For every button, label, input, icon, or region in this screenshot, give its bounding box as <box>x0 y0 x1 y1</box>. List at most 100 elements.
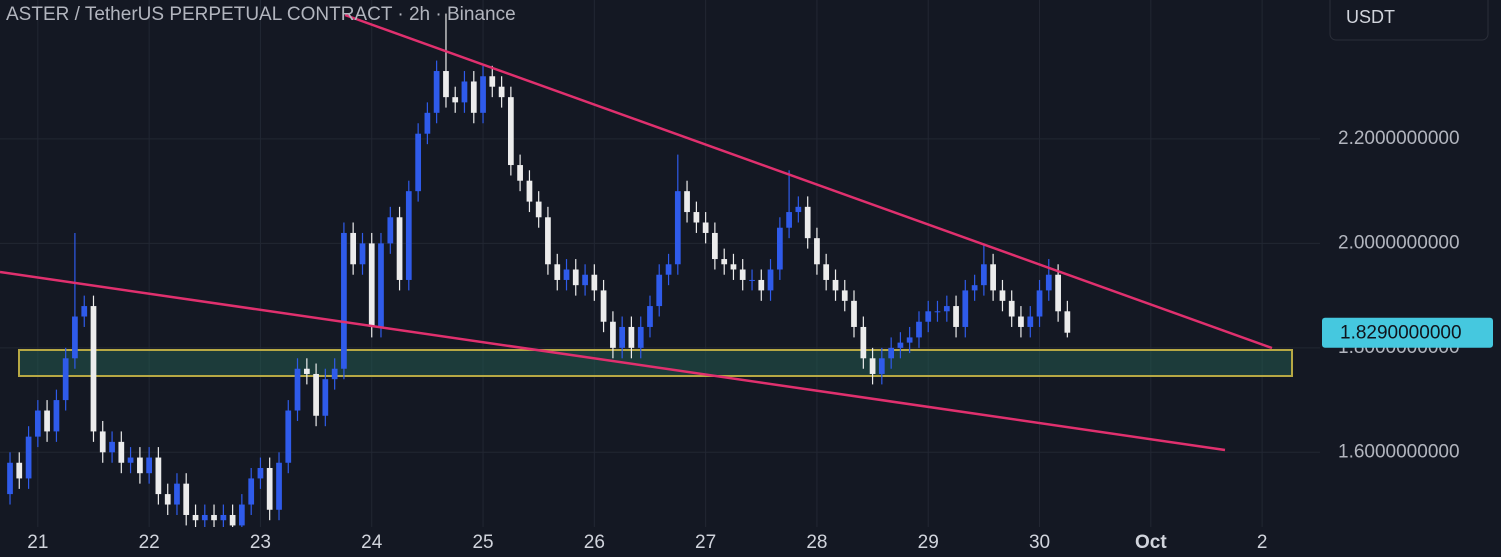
candle-body <box>1045 274 1052 291</box>
candle-body <box>127 457 134 463</box>
candle-body <box>359 243 366 265</box>
candle-body <box>183 483 190 515</box>
candle-body <box>498 86 505 98</box>
candle-body <box>276 462 282 510</box>
axes: 21222324252627282930Oct21.60000000001.80… <box>27 128 1493 553</box>
candle-body <box>155 457 162 495</box>
candle-body <box>795 206 802 213</box>
candle-body <box>1008 300 1015 317</box>
candle-body <box>109 441 115 453</box>
support-zone <box>18 349 1293 377</box>
candle-body <box>823 264 830 280</box>
trendline <box>0 270 1226 452</box>
grid <box>0 0 1320 527</box>
candle-body <box>192 514 199 521</box>
candle-body <box>878 358 885 374</box>
candle-body <box>545 217 551 265</box>
candle-body <box>229 514 236 526</box>
candle-body <box>712 232 718 260</box>
x-tick-label: 28 <box>806 532 827 553</box>
candle-body <box>201 514 208 521</box>
candle-body <box>81 306 88 317</box>
candle-body <box>285 410 292 463</box>
candle-body <box>257 467 264 479</box>
candle-body <box>1055 274 1061 312</box>
x-tick-label: 22 <box>139 532 160 553</box>
candle-body <box>637 326 644 348</box>
candle-body <box>841 290 848 301</box>
x-tick-label: 24 <box>361 532 383 553</box>
candle-body <box>341 232 347 369</box>
candle-body <box>53 400 60 432</box>
candle-body <box>851 300 857 327</box>
candle-body <box>981 264 987 286</box>
candle-body <box>266 467 273 510</box>
candle-body <box>730 264 737 270</box>
candle-body <box>572 269 579 286</box>
candle-body <box>786 212 792 228</box>
candle-body <box>313 373 319 416</box>
candle-body <box>294 368 301 411</box>
drawings <box>18 349 1293 377</box>
candle-body <box>211 514 217 521</box>
candle-body <box>943 306 950 312</box>
candle-body <box>925 311 932 322</box>
x-tick-label: 23 <box>250 532 271 553</box>
candle-body <box>44 410 50 432</box>
candle-body <box>174 483 180 505</box>
candle-body <box>433 71 440 113</box>
candle-body <box>656 274 663 307</box>
candle-body <box>1027 316 1034 327</box>
candle-body <box>350 232 357 265</box>
candle-body <box>396 217 403 280</box>
candle-body <box>906 337 913 343</box>
candle-body <box>238 504 245 526</box>
x-tick-label: 21 <box>27 532 48 553</box>
candle-body <box>248 478 255 505</box>
candle-body <box>814 238 820 265</box>
candle-body <box>767 269 774 291</box>
x-tick-label: 26 <box>584 532 605 553</box>
candle-body <box>7 462 13 495</box>
candle-body <box>480 76 486 113</box>
y-tick-label: 2.2000000000 <box>1338 128 1460 149</box>
currency-label[interactable]: USDT <box>1346 7 1395 27</box>
candle-body <box>610 321 616 348</box>
candle-body <box>331 368 338 380</box>
candle-body <box>647 306 653 327</box>
candle-body <box>962 290 969 327</box>
x-tick-label: 29 <box>918 532 939 553</box>
candle-body <box>554 264 561 280</box>
candle-body <box>303 368 310 374</box>
candle-body <box>749 279 755 281</box>
x-tick-label: Oct <box>1135 532 1167 553</box>
candle-body <box>526 180 533 202</box>
candle-body <box>25 436 32 479</box>
x-tick-label: 2 <box>1257 532 1268 553</box>
y-tick-label: 1.6000000000 <box>1338 441 1460 462</box>
candle-body <box>72 316 78 359</box>
x-tick-label: 27 <box>695 532 716 553</box>
candle-body <box>1036 290 1043 317</box>
x-tick-label: 25 <box>472 532 493 553</box>
candle-body <box>378 243 384 327</box>
candle-body <box>137 457 143 474</box>
candle-body <box>582 274 588 286</box>
candle-body <box>535 201 542 218</box>
candle-body <box>563 269 570 280</box>
candle-body <box>220 514 227 521</box>
candle-body <box>860 326 867 359</box>
candle-body <box>405 191 412 280</box>
candle-body <box>517 165 523 181</box>
candle-body <box>452 97 459 103</box>
candle-body <box>470 81 477 113</box>
candle-body <box>443 71 449 98</box>
candle-body <box>164 494 171 505</box>
candle-body <box>804 206 811 239</box>
candle-body <box>934 311 941 313</box>
candle-body <box>665 264 672 275</box>
candle-body <box>628 326 635 348</box>
currency-button[interactable] <box>1329 0 1489 41</box>
